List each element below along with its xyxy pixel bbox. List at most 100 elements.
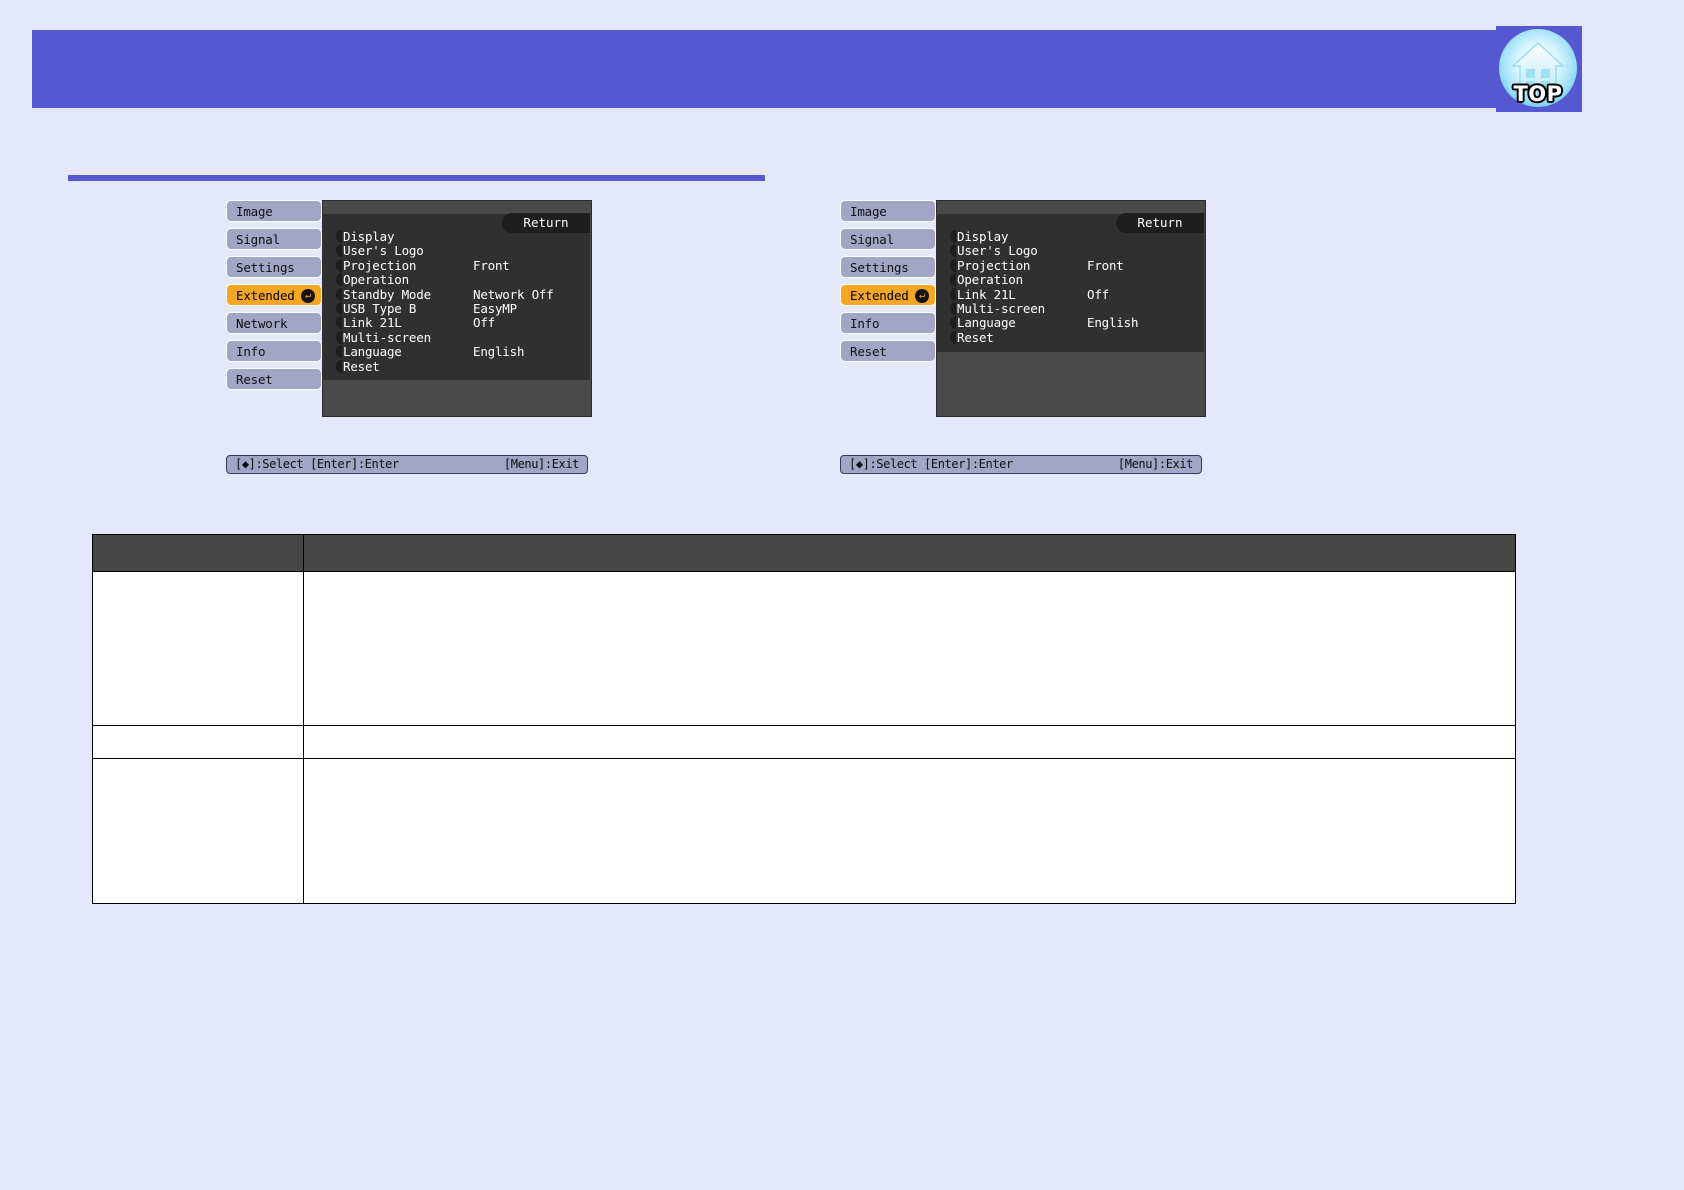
table-header-cell-desc — [303, 534, 1516, 572]
bullet-icon — [336, 316, 342, 330]
osd-menu-item-value: Off — [1087, 286, 1109, 302]
osd-tab-signal[interactable]: Signal — [840, 228, 936, 250]
section-divider — [68, 175, 765, 181]
osd-menu-item-label: Language — [957, 315, 1016, 331]
table-cell-desc — [303, 758, 1516, 904]
osd-menu-item[interactable]: Language — [950, 315, 1016, 330]
osd-tab-extended[interactable]: Extended ↵ — [840, 284, 936, 306]
osd-tab-settings[interactable]: Settings — [840, 256, 936, 278]
osd-tab-label: Signal — [850, 232, 894, 247]
osd-menu-item-value: Off — [473, 315, 495, 331]
osd-menu-item[interactable]: Link 21L — [336, 315, 402, 330]
bullet-icon — [950, 287, 956, 301]
osd-menu-item[interactable]: Projection — [336, 258, 416, 273]
osd-menu-item-label: Display — [343, 229, 395, 244]
table-row — [92, 571, 1516, 726]
osd-tab-image[interactable]: Image — [226, 200, 322, 222]
osd-tab-label: Image — [850, 204, 887, 219]
osd-menu-item[interactable]: Display — [950, 229, 1008, 244]
osd-tab-label: Info — [236, 344, 266, 359]
osd-status-left: [◆]:Select [Enter]:Enter — [235, 457, 399, 471]
osd-menu-item[interactable]: Multi-screen — [336, 330, 431, 345]
osd-menu-item-value: EasyMP — [473, 301, 517, 316]
osd-tab-label: Signal — [236, 232, 280, 247]
osd-tab-label: Settings — [236, 260, 295, 275]
table-header-cell-name — [92, 534, 304, 572]
page-header-bar — [32, 30, 1532, 108]
osd-status-right: [Menu]:Exit — [503, 457, 579, 471]
table-row — [92, 725, 1516, 759]
bullet-icon — [950, 330, 956, 344]
bullet-icon — [336, 359, 342, 373]
osd-menu-item-label: User's Logo — [957, 243, 1038, 259]
bullet-icon — [336, 244, 342, 258]
bullet-icon — [336, 258, 342, 272]
osd-menu-item[interactable]: Projection — [950, 258, 1030, 273]
table-row — [92, 758, 1516, 904]
bullet-icon — [950, 273, 956, 287]
osd-tab-label: Reset — [850, 344, 887, 359]
osd-tab-settings[interactable]: Settings — [226, 256, 322, 278]
osd-menu-item-label: Operation — [343, 272, 409, 288]
bullet-icon — [950, 258, 956, 272]
osd-tab-info[interactable]: Info — [226, 340, 322, 362]
osd-tab-info[interactable]: Info — [840, 312, 936, 334]
osd-menu-item-label: Projection — [957, 257, 1031, 273]
bullet-icon — [950, 244, 956, 258]
osd-menu-item[interactable]: Operation — [950, 272, 1023, 287]
osd-tab-image[interactable]: Image — [840, 200, 936, 222]
spec-table-body — [92, 571, 1516, 904]
enter-icon: ↵ — [301, 289, 315, 303]
osd-menu-item-label: USB Type B — [343, 301, 417, 316]
osd-tab-label: Image — [236, 204, 273, 219]
osd-menu-item-label: Display — [957, 229, 1009, 244]
osd-menu-item-label: Operation — [957, 272, 1023, 288]
osd-tab-list: Image Signal Settings Extended ↵ Info Reset — [840, 200, 936, 368]
bullet-icon — [336, 273, 342, 287]
osd-status-right: [Menu]:Exit — [1117, 457, 1193, 471]
osd-menu-item[interactable]: User's Logo — [950, 243, 1038, 258]
bullet-icon — [336, 230, 342, 243]
osd-menu-item[interactable]: Operation — [336, 272, 409, 287]
projector-osd-right: Image Signal Settings Extended ↵ Info Reset Re… — [840, 200, 1212, 475]
osd-menu-item[interactable]: Reset — [950, 330, 994, 345]
osd-return-button[interactable]: Return — [1116, 213, 1204, 233]
osd-menu-item-value: Front — [1087, 257, 1124, 273]
osd-tab-reset[interactable]: Reset — [840, 340, 936, 362]
spec-table — [92, 534, 1516, 904]
osd-return-label: Return — [1137, 215, 1183, 230]
osd-menu-item[interactable]: Standby Mode — [336, 287, 431, 302]
osd-tab-label: Info — [850, 316, 880, 331]
osd-menu-item-label: Reset — [957, 329, 994, 345]
osd-tab-reset[interactable]: Reset — [226, 368, 322, 390]
osd-menu-item-label: User's Logo — [343, 243, 424, 259]
osd-menu-item-label: Multi-screen — [957, 301, 1045, 316]
osd-menu-item-label: Standby Mode — [343, 286, 431, 302]
osd-menu-item-label: Language — [343, 344, 402, 360]
osd-panel-inner — [322, 214, 590, 380]
osd-tab-network[interactable]: Network — [226, 312, 322, 334]
table-cell-desc — [303, 725, 1516, 759]
bullet-icon — [950, 302, 956, 315]
osd-return-label: Return — [523, 215, 569, 230]
table-header-row — [92, 534, 1516, 572]
osd-menu-item-label: Link 21L — [343, 315, 402, 331]
osd-return-button[interactable]: Return — [502, 213, 590, 233]
osd-menu-item[interactable]: Language — [336, 344, 402, 359]
osd-menu-item[interactable]: Multi-screen — [950, 301, 1045, 316]
osd-menu-item[interactable]: USB Type B — [336, 301, 416, 316]
bullet-icon — [950, 230, 956, 243]
bullet-icon — [950, 316, 956, 330]
osd-tab-extended[interactable]: Extended ↵ — [226, 284, 322, 306]
osd-menu-item[interactable]: Reset — [336, 359, 380, 374]
osd-menu-item[interactable]: Link 21L — [950, 287, 1016, 302]
osd-menu-item[interactable]: User's Logo — [336, 243, 424, 258]
osd-menu-item-value: Network Off — [473, 286, 554, 302]
osd-tab-signal[interactable]: Signal — [226, 228, 322, 250]
osd-menu-item-value: Front — [473, 257, 510, 273]
osd-menu-item-label: Projection — [343, 257, 417, 273]
osd-tab-label: Reset — [236, 372, 273, 387]
osd-menu-item-label: Multi-screen — [343, 329, 431, 345]
spec-table-head — [92, 534, 1516, 572]
osd-menu-item[interactable]: Display — [336, 229, 394, 244]
